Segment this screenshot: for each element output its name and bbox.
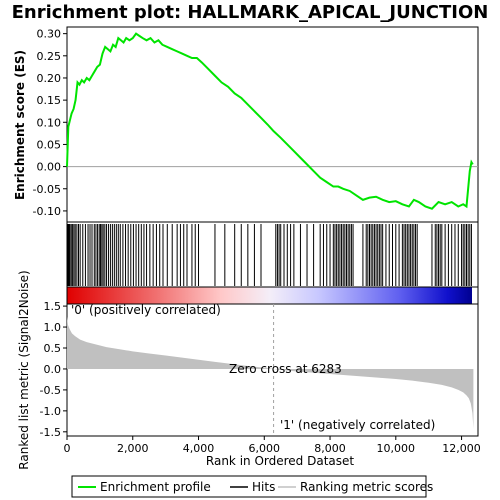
es-y-tick-label: -0.10: [33, 205, 61, 218]
x-tick-label: 2,000: [117, 442, 149, 455]
metric-y-tick-label: -0.5: [40, 384, 61, 397]
es-panel: -0.10 -0.05 0.00 0.05 0.10 0.15 0.20 0.25 0.30 E…: [13, 26, 479, 223]
es-y-tick-label: 0.10: [37, 116, 62, 129]
metric-y-tick-label: 1.0: [44, 321, 62, 334]
x-tick-label: 12,000: [442, 442, 481, 455]
legend: Enrichment profile Hits Ranking metric s…: [71, 475, 433, 498]
x-tick-label: 8,000: [314, 442, 346, 455]
metric-y-tick-label: 1.5: [44, 300, 62, 313]
es-y-tick-label: 0.25: [37, 50, 62, 63]
x-axis-label: Rank in Ordered Dataset: [206, 454, 354, 468]
legend-hits-label: Hits: [252, 480, 275, 494]
es-y-tick-label: 0.15: [37, 94, 62, 107]
positive-label: '0' (positively correlated): [71, 303, 221, 317]
es-y-label: Enrichment score (ES): [13, 50, 27, 200]
metric-y-label: Ranked list metric (Signal2Noise): [17, 270, 31, 469]
legend-es-label: Enrichment profile: [100, 480, 211, 494]
es-y-tick-label: 0.00: [37, 161, 62, 174]
rank-gradient: [67, 287, 472, 304]
legend-metric-label: Ranking metric scores: [300, 480, 433, 494]
es-y-tick-label: -0.05: [33, 183, 61, 196]
enrichment-profile-line: [66, 32, 474, 210]
es-y-tick-label: 0.05: [37, 138, 62, 151]
metric-y-tick-label: -1.5: [40, 426, 61, 439]
metric-y-axis: -1.5 -1.0 -0.5 0.0 0.5 1.0 1.5: [40, 300, 67, 439]
metric-y-tick-label: 0.0: [44, 363, 62, 376]
x-tick-label: 6,000: [249, 442, 281, 455]
rank-color-bar: [66, 286, 479, 305]
hits-panel: [66, 221, 479, 288]
x-tick-label: 4,000: [183, 442, 215, 455]
es-y-axis: -0.10 -0.05 0.00 0.05 0.10 0.15 0.20 0.25 0.30: [33, 28, 67, 218]
es-y-tick-label: 0.20: [37, 72, 62, 85]
metric-y-tick-label: 0.5: [44, 342, 62, 355]
x-tick-label: 10,000: [377, 442, 416, 455]
legend-frame: [71, 475, 427, 498]
zero-cross-label: Zero cross at 6283: [229, 362, 342, 376]
chart-title: Enrichment plot: HALLMARK_APICAL_JUNCTIO…: [12, 2, 489, 23]
metric-panel: -1.5 -1.0 -0.5 0.0 0.5 1.0 1.5 '0' (positively…: [17, 270, 479, 470]
es-panel-frame: [66, 26, 479, 223]
x-axis: 0 2,000 4,000 6,000 8,000 10,000 12,000: [64, 436, 481, 455]
es-y-tick-label: 0.30: [37, 28, 62, 41]
negative-label: '1' (negatively correlated): [280, 418, 435, 432]
hits-panel-frame: [66, 221, 479, 288]
ranked-metric-area: [67, 316, 474, 429]
hit-marks: [67, 224, 472, 286]
metric-y-tick-label: -1.0: [40, 405, 61, 418]
x-tick-label: 0: [64, 442, 71, 455]
